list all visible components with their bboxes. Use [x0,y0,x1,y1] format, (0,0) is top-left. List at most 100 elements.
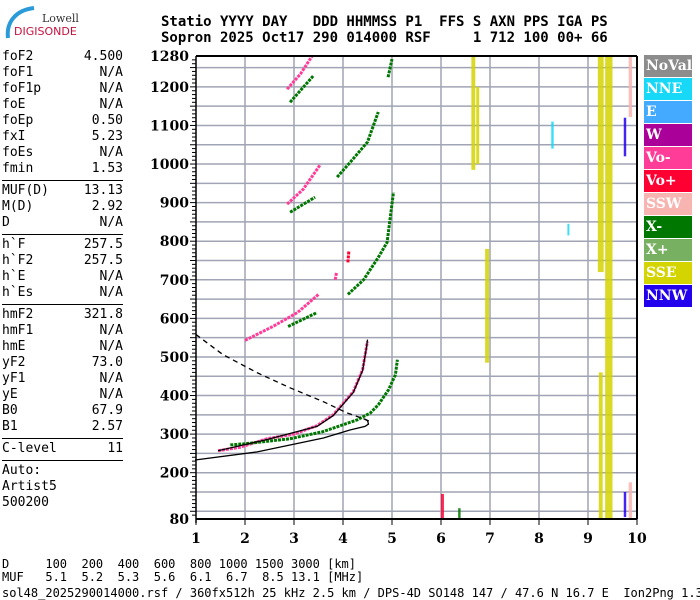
echo-trace [289,195,316,214]
x-tick-label: 6 [436,531,446,547]
param-row: h`F2 257.5 [2,253,123,269]
y-tick-label: 1200 [150,80,189,96]
distance-row: D 100 200 400 600 800 1000 1500 3000 [km… [2,557,357,571]
y-tick-label: 600 [160,311,189,327]
logo-digisonde: DIGISONDE [14,25,77,38]
y-tick-label: 900 [160,196,189,212]
parameter-panel: foF2 4.500 foF1 N/A foF1p N/A foE N/A foEp 0.50 fx… [2,49,123,511]
clutter-band [597,56,604,273]
param-label: yE [2,387,18,402]
param-row: h`E N/A [2,269,123,285]
y-tick-label: 1000 [150,157,189,173]
param-row: foF1 N/A [2,65,123,81]
header: Statio YYYY DAY DDD HHMMSS P1 FFS S AXN … [161,14,608,46]
param-label: foF1p [2,81,42,96]
legend-item-noval: NoVal [644,55,692,77]
param-value: N/A [99,81,123,96]
muf-row: MUF 5.1 5.2 5.3 5.6 6.1 6.7 8.5 13.1 [MH… [2,570,364,584]
clutter-band [628,56,633,117]
clutter-band [551,121,554,149]
legend-item-w: W [644,124,692,146]
echo-trace [244,293,320,342]
param-value: 257.5 [83,237,123,252]
y-tick-label: 400 [160,389,189,405]
param-label: foE [2,97,26,112]
separator [2,304,123,305]
echo-trace [230,359,399,447]
param-value: 257.5 [83,253,123,268]
x-tick-label: 2 [240,531,250,547]
param-label: yF1 [2,371,26,386]
param-row: foE N/A [2,97,123,113]
param-value: N/A [99,97,123,112]
param-label: h`E [2,269,26,284]
param-value: N/A [99,339,123,354]
legend-item-vo-plus: Vo+ [644,170,692,192]
param-label: h`F [2,237,26,252]
clutter-band [458,508,461,519]
param-label: MUF(D) [2,183,49,198]
y-tick-label: 700 [160,273,189,289]
file-info: sol48_2025290014000.rsf / 360fx512h 25 k… [2,586,700,600]
echo-trace [346,192,395,296]
legend-item-vo-minus: Vo- [644,147,692,169]
echo-trace [287,311,318,328]
param-label: D [2,215,10,230]
clutter-band [485,248,490,363]
legend-item-nnw: NNW [644,285,692,307]
legend-item-x-plus: X+ [644,239,692,261]
clutter-band [605,56,613,519]
param-value: N/A [99,371,123,386]
param-row: yF2 73.0 [2,355,123,371]
param-row: yF1 N/A [2,371,123,387]
param-label: foF1 [2,65,34,80]
param-label: B1 [2,419,18,434]
param-label: C-level [2,441,57,456]
y-tick-label: 300 [160,427,189,443]
clutter-band [567,223,570,236]
x-tick-label: 9 [583,531,593,547]
x-tick-label: 4 [338,531,348,547]
y-tick-label: 1280 [150,49,189,65]
param-row: D N/A [2,215,123,231]
separator [2,180,123,181]
autoscaling-info: Artist5 [2,479,57,494]
y-tick-label: 200 [160,466,189,482]
separator [2,438,123,439]
y-tick-label: 1100 [150,118,189,134]
clutter-band [476,86,480,165]
param-row: h`Es N/A [2,285,123,301]
clutter-band [628,482,633,519]
x-tick-label: 8 [534,531,544,547]
param-row: h`F 257.5 [2,237,123,253]
param-label: h`F2 [2,253,34,268]
param-label: yF2 [2,355,26,370]
header-values: Sopron 2025 Oct17 290 014000 RSF 1 712 1… [161,30,608,46]
y-tick-label: 500 [160,350,189,366]
param-row: fmin 1.53 [2,161,123,177]
y-tick-label: 800 [160,234,189,250]
param-row: foEs N/A [2,145,123,161]
echo-trace [386,58,394,78]
param-value: N/A [99,269,123,284]
param-value: N/A [99,215,123,230]
param-label: M(D) [2,199,34,214]
x-tick-label: 3 [289,531,299,547]
clutter-band [441,493,444,519]
x-tick-label: 7 [485,531,495,547]
param-value: N/A [99,285,123,300]
param-label: hmF2 [2,307,34,322]
param-row: foF2 4.500 [2,49,123,65]
clutter-band [598,372,603,519]
param-value: 2.57 [91,419,123,434]
echo-trace [288,75,315,104]
param-row: M(D) 2.92 [2,199,123,215]
echo-trace [346,250,351,263]
param-label: fxI [2,129,26,144]
model-profile-curve [195,334,373,424]
separator [2,460,123,461]
param-row: foF1p N/A [2,81,123,97]
param-label: hmF1 [2,323,34,338]
param-row: MUF(D) 13.13 [2,183,123,199]
